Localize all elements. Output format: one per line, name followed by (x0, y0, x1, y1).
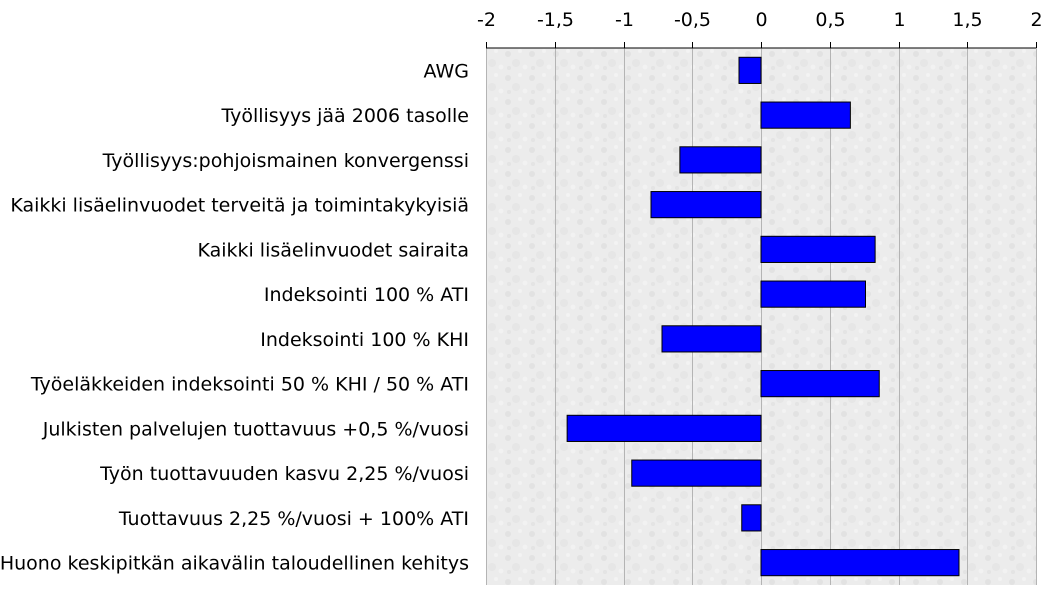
category-label: Indeksointi 100 % KHI (260, 329, 469, 351)
x-axis: -2 -1,5 -1 -0,5 0 0,5 1 1,5 2 (477, 9, 1043, 49)
category-label: Työn tuottavuuden kasvu 2,25 %/vuosi (99, 463, 469, 485)
bar-series (566, 56, 960, 577)
bar (760, 370, 880, 398)
category-label: Työllisyys jää 2006 tasolle (220, 105, 469, 127)
bar (738, 56, 762, 84)
bar (650, 191, 762, 219)
x-tick-label: -1 (615, 9, 634, 31)
x-tick-label: -0,5 (674, 9, 711, 31)
x-tick-label: -1,5 (537, 9, 574, 31)
category-label: Tuottavuus 2,25 %/vuosi + 100% ATI (118, 508, 469, 530)
bar (631, 459, 762, 487)
bar (679, 146, 762, 174)
x-tick-label: 0,5 (815, 9, 845, 31)
category-label: Julkisten palvelujen tuottavuus +0,5 %/v… (42, 418, 469, 440)
category-label: Kaikki lisäelinvuodet terveitä ja toimin… (10, 195, 469, 217)
x-tick-label: 0 (755, 9, 767, 31)
bar (566, 414, 762, 442)
x-tick-label: 1,5 (952, 9, 982, 31)
category-label: AWG (424, 60, 469, 82)
category-label: Huono keskipitkän aikavälin taloudelline… (0, 553, 469, 575)
bar (760, 235, 876, 263)
category-label: Työllisyys:pohjoismainen konvergenssi (102, 150, 469, 172)
bar (661, 325, 762, 353)
category-labels: AWG Työllisyys jää 2006 tasolle Työllisyys… (0, 60, 469, 574)
x-tick-label: 1 (893, 9, 905, 31)
bar (760, 280, 866, 308)
x-tick-label: 2 (1030, 9, 1042, 31)
category-label: Indeksointi 100 % ATI (264, 284, 469, 306)
x-tick-label: -2 (477, 9, 496, 31)
gridlines (486, 48, 1037, 585)
bar (760, 549, 960, 577)
bar (741, 504, 762, 532)
category-label: Kaikki lisäelinvuodet sairaita (197, 239, 469, 261)
category-label: Työeläkkeiden indeksointi 50 % KHI / 50 … (30, 374, 469, 396)
bar (760, 101, 851, 129)
